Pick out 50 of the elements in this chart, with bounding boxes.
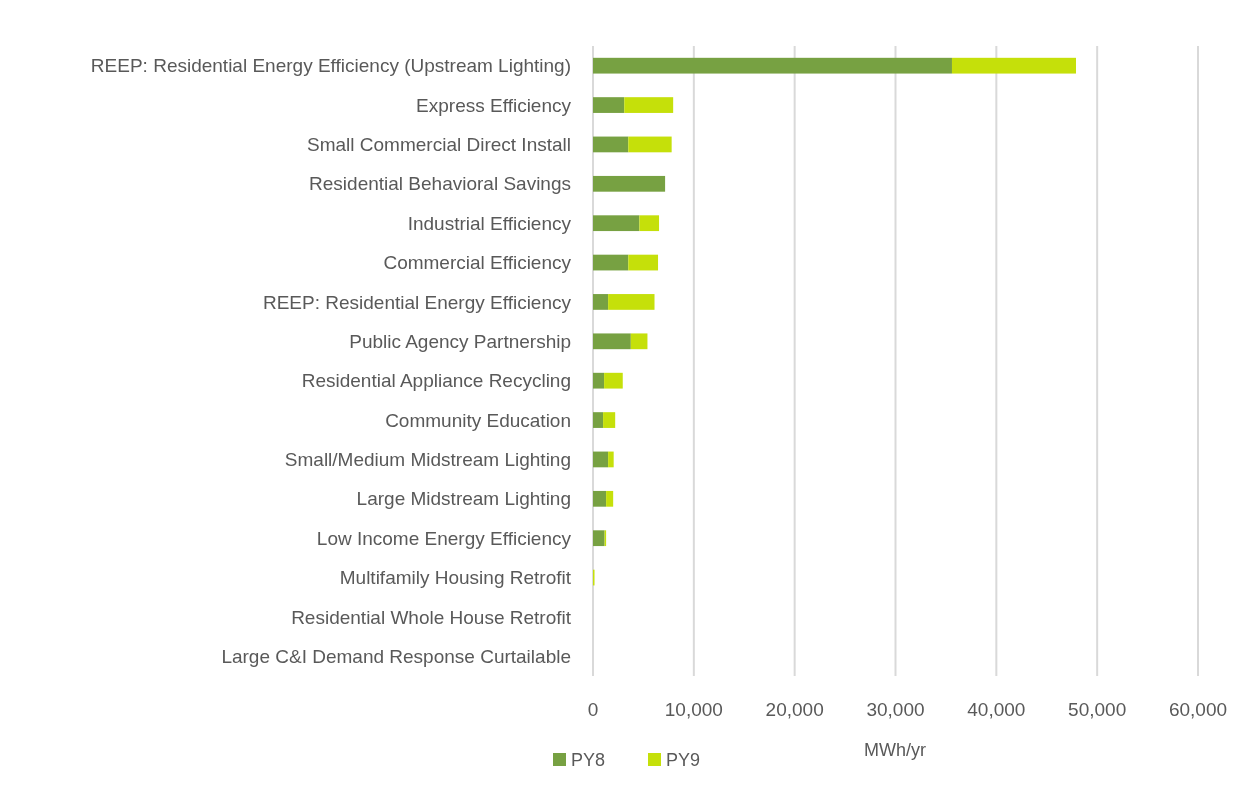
bar xyxy=(606,490,614,507)
y-tick-label: Large C&I Demand Response Curtailable xyxy=(221,645,571,667)
y-tick-label: Industrial Efficiency xyxy=(407,212,572,234)
x-tick-label: 40,000 xyxy=(967,699,1026,720)
bar xyxy=(593,57,952,74)
legend-label: PY8 xyxy=(571,750,606,771)
bar xyxy=(593,530,605,547)
bar xyxy=(593,215,640,232)
y-tick-label: Public Agency Partnership xyxy=(349,330,571,352)
bar xyxy=(593,451,609,468)
x-tick-label: 30,000 xyxy=(866,699,925,720)
y-tick-label: Residential Appliance Recycling xyxy=(301,370,571,392)
bar xyxy=(593,254,629,271)
x-tick-label: 0 xyxy=(587,699,599,720)
bar xyxy=(624,97,674,113)
y-tick-label: Small/Medium Midstream Lighting xyxy=(284,449,571,471)
bar xyxy=(593,97,625,113)
x-tick-label: 10,000 xyxy=(664,699,723,720)
bar xyxy=(608,294,655,310)
bar xyxy=(608,451,614,468)
legend-label: PY9 xyxy=(666,750,701,771)
y-tick-label: REEP: Residential Energy Efficiency xyxy=(262,291,572,313)
bar xyxy=(593,175,666,192)
y-tick-label: Community Education xyxy=(385,409,571,431)
bar xyxy=(593,372,605,389)
bar xyxy=(604,372,623,389)
bar xyxy=(593,333,631,350)
bar xyxy=(593,490,607,507)
bar xyxy=(603,412,616,428)
bar xyxy=(639,215,660,232)
bar xyxy=(593,412,604,428)
bar xyxy=(593,294,609,310)
x-tick-label: 20,000 xyxy=(765,699,824,720)
bar xyxy=(628,136,672,153)
y-tick-label: Small Commercial Direct Install xyxy=(307,134,571,156)
x-tick-label: 50,000 xyxy=(1068,699,1127,720)
x-axis-title: MWh/yr xyxy=(864,740,926,760)
y-tick-label: Residential Behavioral Savings xyxy=(309,173,571,195)
y-tick-label: REEP: Residential Energy Efficiency (Upstream Lighting) xyxy=(90,55,571,77)
y-tick-label: Commercial Efficiency xyxy=(383,252,572,274)
x-tick-label: 60,000 xyxy=(1168,699,1228,720)
y-tick-label: Express Efficiency xyxy=(416,94,572,116)
y-tick-label: Multifamily Housing Retrofit xyxy=(339,567,572,589)
bar xyxy=(593,136,629,153)
y-tick-label: Residential Whole House Retrofit xyxy=(291,606,572,628)
bar xyxy=(628,254,659,271)
y-tick-label: Large Midstream Lighting xyxy=(356,488,571,510)
bar xyxy=(630,333,648,350)
y-tick-label: Low Income Energy Efficiency xyxy=(316,527,572,549)
bar xyxy=(951,57,1076,74)
